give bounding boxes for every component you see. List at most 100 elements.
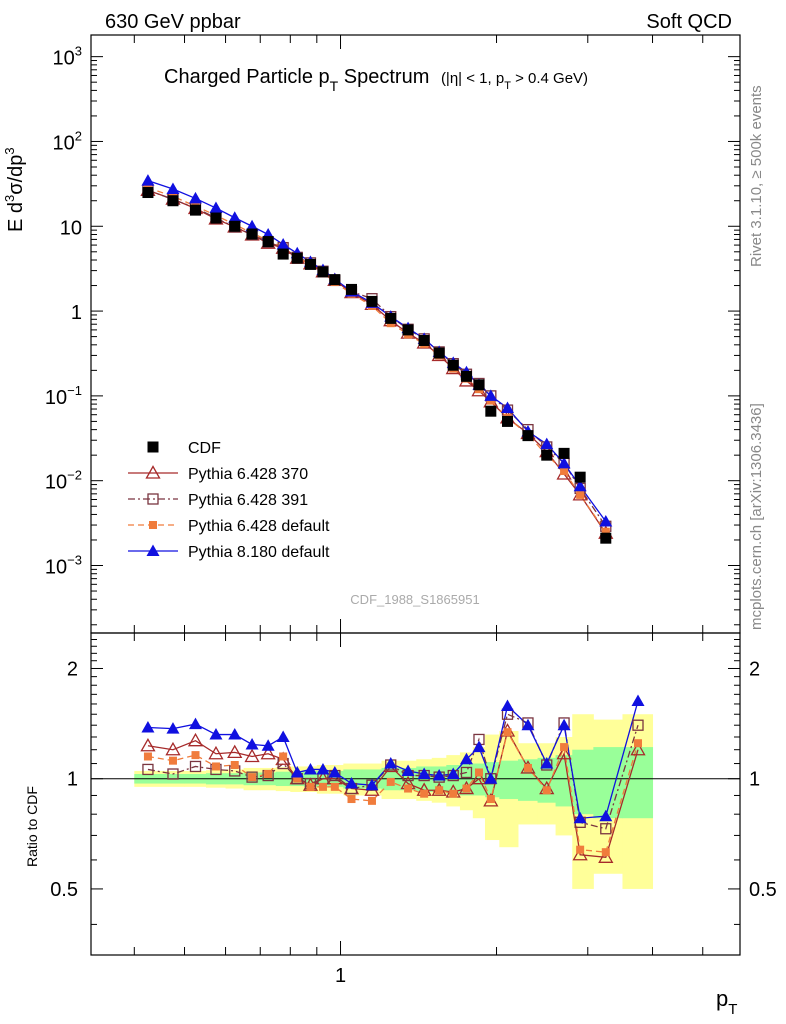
series-point — [599, 515, 613, 527]
ratio-point — [187, 732, 204, 747]
data-point — [304, 258, 316, 270]
series-point — [188, 191, 202, 204]
ratio-point — [188, 717, 202, 730]
ratio-point — [540, 757, 554, 769]
series-point — [209, 201, 223, 214]
ratio-point — [293, 774, 302, 783]
ratio-point — [167, 768, 179, 780]
ratio-point — [404, 784, 413, 793]
ratio-point — [630, 741, 646, 756]
ratio-point — [542, 786, 551, 795]
data-point — [277, 248, 289, 260]
ratio-point — [386, 777, 395, 786]
ratio-point — [279, 752, 288, 761]
legend-marker — [145, 465, 161, 479]
legend-label: Pythia 6.428 370 — [188, 466, 308, 483]
ratio-point — [140, 737, 156, 752]
green-band-bin — [499, 760, 519, 800]
ratio-point — [600, 823, 612, 835]
ratio-point — [260, 745, 276, 760]
ratio-point — [501, 699, 515, 711]
ratio-point — [347, 795, 356, 804]
ratio-uncertainty-bands — [134, 714, 654, 889]
rivet-version-label: Rivet 3.1.10, ≥ 500k events — [748, 85, 765, 267]
ratio-point — [143, 752, 152, 761]
data-point — [366, 295, 378, 307]
data-point — [385, 312, 397, 324]
ratio-point — [459, 752, 473, 765]
ratio-point — [211, 762, 220, 771]
data-point — [502, 415, 514, 427]
ratio-point — [401, 764, 415, 776]
y-tick-label: 10−1 — [45, 383, 82, 409]
ratio-point — [166, 722, 180, 734]
ratio-point — [318, 782, 327, 791]
ratio-tick-label-right: 0.5 — [749, 879, 777, 901]
ratio-point — [573, 811, 587, 824]
data-point — [167, 195, 179, 207]
data-point — [541, 449, 553, 461]
ratio-point — [449, 789, 458, 798]
ratio-point — [631, 694, 645, 707]
series-point — [141, 174, 155, 186]
series-point — [557, 456, 571, 469]
ratio-point — [246, 771, 258, 783]
y-tick-label: 10 — [60, 217, 82, 239]
y-tick-label: 102 — [53, 128, 82, 154]
data-point — [473, 379, 485, 391]
ratio-tick-label: 0.5 — [50, 879, 78, 901]
data-point — [329, 274, 341, 286]
ratio-point — [632, 719, 644, 731]
series-point — [576, 490, 585, 499]
ratio-point — [306, 782, 315, 791]
ratio-point — [601, 848, 610, 857]
ratio-point — [303, 762, 317, 775]
ratio-point — [316, 762, 330, 775]
data-point — [262, 236, 274, 248]
data-point — [291, 252, 303, 264]
ratio-point — [486, 795, 495, 804]
ratio-point — [556, 745, 572, 760]
data-point — [485, 405, 497, 417]
legend: CDF Pythia 6.428 370 Pythia 6.428 391 Pythi… — [128, 440, 330, 561]
ratio-point — [420, 789, 429, 798]
series-point — [166, 182, 180, 195]
x-axis-label: pT — [716, 986, 737, 1018]
header-left: 630 GeV ppbar — [105, 11, 241, 33]
reference-label: CDF_1988_S1865951 — [350, 592, 479, 607]
ratio-point — [209, 728, 223, 740]
ratio-point — [598, 849, 614, 863]
ratio-point — [484, 772, 498, 784]
legend-label: Pythia 6.428 default — [188, 518, 330, 535]
data-point — [574, 471, 586, 483]
ratio-point — [523, 763, 532, 772]
axis-ticks — [91, 35, 740, 955]
ratio-point — [245, 737, 259, 750]
ratio-point — [462, 784, 471, 793]
legend-label: CDF — [188, 440, 221, 457]
data-point — [433, 347, 445, 359]
data-point — [189, 204, 201, 216]
ratio-point — [572, 846, 588, 861]
series-point — [573, 479, 587, 492]
ratio-point — [557, 718, 571, 731]
ratio-axis-label: Ratio to CDF — [24, 786, 40, 867]
chart-title: Charged Particle pT Spectrum (|η| < 1, p… — [164, 66, 588, 94]
data-point — [460, 370, 472, 382]
ratio-point — [417, 767, 431, 780]
ratio-point — [460, 766, 473, 779]
ratio-point — [560, 743, 569, 752]
ratio-point — [472, 740, 486, 753]
data-point — [346, 283, 358, 295]
legend-label: Pythia 8.180 default — [188, 544, 330, 561]
data-point — [600, 532, 612, 544]
green-band-bin — [622, 747, 654, 819]
series-markers — [140, 174, 646, 863]
data-point — [246, 228, 258, 240]
data-point — [210, 212, 222, 224]
ratio-point — [328, 765, 342, 778]
ratio-point — [330, 782, 339, 791]
y-tick-label: 10−2 — [45, 468, 82, 494]
